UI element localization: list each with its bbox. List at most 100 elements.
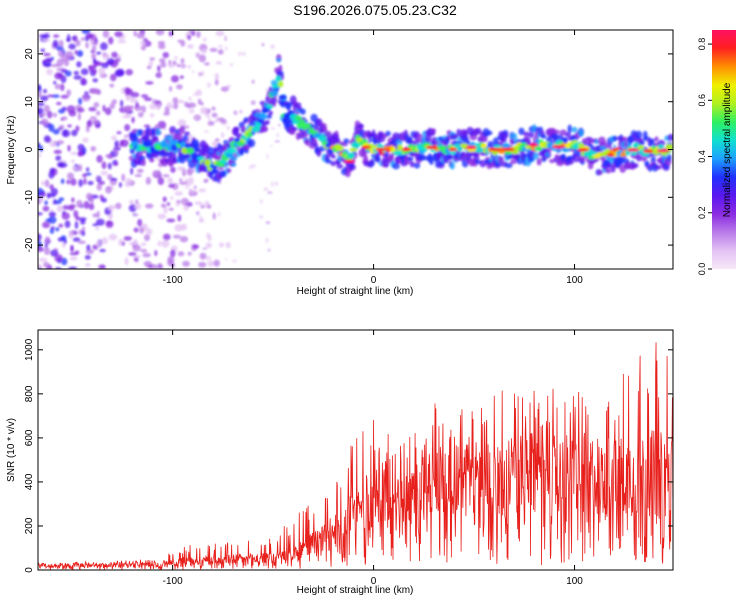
spectrogram-noise-blob [56, 58, 64, 67]
spectrogram-ridge-halo [552, 133, 559, 142]
spectrogram-noise-blob [96, 210, 100, 219]
spectrogram-noise-blob [85, 262, 91, 268]
spectrogram-noise-blob [269, 144, 273, 148]
spectrogram-noise-blob [193, 185, 197, 190]
spectrogram-noise-blob [144, 234, 151, 242]
spectrogram-noise-blob [85, 172, 92, 176]
spectrogram-noise-blob [239, 109, 243, 114]
spectrogram-noise-blob [125, 94, 130, 102]
spectrogram-ridge-halo [536, 157, 542, 166]
spectrogram-ridge-halo [268, 110, 273, 116]
spectrogram-ridge-peak [448, 147, 458, 152]
spectrogram-noise-blob [220, 86, 229, 92]
spectrogram-ridge-halo [361, 149, 367, 156]
spectrogram-noise-blob [187, 251, 192, 256]
spectrogram-noise-blob [188, 108, 195, 114]
spectrogram-noise-blob [168, 86, 173, 92]
spectrogram-noise-blob [148, 60, 154, 67]
spectrogram-noise-blob [98, 67, 106, 76]
spectrogram-noise-blob [179, 235, 189, 243]
spectrogram-ridge-peak [551, 144, 566, 149]
spectrogram-noise-blob [66, 172, 75, 180]
spectrogram-noise-blob [146, 65, 152, 70]
colorbar: 0.0 0.2 0.4 0.6 0.8 Normalized spectral ampl… [697, 30, 736, 275]
spectrogram-noise-blob [121, 241, 125, 246]
spectrogram-ridge-halo [667, 133, 673, 141]
spectrogram-noise-blob [145, 81, 154, 85]
spectrogram-noise-blob [101, 161, 107, 170]
spectrogram-ridge-halo [226, 168, 232, 173]
colorbar-tick-label: 0.8 [697, 38, 707, 51]
spectrogram-noise-blob [170, 249, 176, 258]
spectrogram-ridge-halo [605, 168, 612, 174]
spectrogram-noise-blob [54, 72, 64, 80]
spectrogram-noise-blob [124, 87, 131, 94]
spectrogram-ridge-halo [151, 135, 159, 141]
spectrogram-noise-blob [143, 260, 152, 267]
spectrogram-noise-blob [172, 60, 177, 66]
spectrogram-noise-blob [38, 240, 43, 249]
spectrogram-noise-blob [123, 236, 133, 241]
spectrogram-noise-blob [60, 83, 65, 92]
spectrogram-noise-blob [225, 258, 228, 261]
spectrogram-noise-blob [61, 106, 67, 111]
snr-frame [37, 329, 674, 571]
spectrogram-noise-blob [105, 54, 110, 59]
spectrogram-noise-blob [109, 83, 115, 88]
spectrogram-noise-blob [198, 188, 207, 193]
spectrogram-noise-blob [176, 84, 183, 90]
spectrogram-ridge-halo [620, 136, 628, 143]
spectrogram-noise-blob [177, 119, 187, 127]
spectrogram-noise-blob [134, 174, 142, 178]
spectrogram-noise-blob [52, 129, 60, 135]
spectrogram-ridge-halo [639, 140, 645, 146]
spectrogram-noise-blob [201, 70, 205, 77]
spectrogram-noise-blob [102, 104, 106, 112]
spectrogram-noise-blob [204, 62, 210, 66]
spectrogram-noise-blob [89, 116, 97, 120]
spectrogram-ridge-halo [565, 132, 572, 138]
spectrogram-noise-blob [85, 192, 94, 200]
spectrogram-ridge-halo [509, 132, 518, 140]
spectrogram-noise-blob [259, 215, 264, 219]
colorbar-label: Normalized spectral amplitude [722, 82, 733, 217]
spectrogram-noise-blob [106, 221, 112, 227]
spectrogram-noise-blob [40, 48, 45, 53]
spectrogram-noise-blob [77, 143, 85, 152]
spectrogram-noise-blob [214, 138, 220, 142]
spectrogram-ridge-halo [532, 124, 537, 133]
spectrogram-noise-blob [133, 30, 137, 37]
spectrogram-noise-blob [259, 199, 263, 204]
spectrogram-ridge-peak [501, 147, 515, 152]
spectrogram-noise-blob [46, 68, 53, 76]
spectrogram-ridge-halo [313, 142, 319, 147]
spectrogram-noise-blob [195, 52, 201, 59]
spectrogram-noise-blob [157, 213, 167, 220]
spectrogram-noise-blob [200, 106, 208, 115]
snr-y-tick-label: 800 [24, 385, 35, 402]
spectrogram-noise-blob [81, 150, 86, 156]
spectrogram-noise-blob [199, 252, 207, 260]
spectrogram-ridge-core [258, 113, 268, 120]
spectrogram-noise-blob [149, 57, 156, 61]
spectrogram-noise-blob [174, 224, 183, 232]
spectrogram-noise-blob [187, 34, 191, 41]
spectrogram-ridge-halo [635, 130, 643, 140]
spectrogram-ridge-halo [448, 154, 453, 161]
spectrogram-noise-blob [133, 255, 141, 259]
spectrogram-noise-blob [38, 233, 42, 241]
spectrogram-noise-blob [250, 100, 256, 106]
spectrogram-noise-blob [109, 73, 117, 82]
snr-y-ticks: 0 200 400 600 800 1000 [24, 338, 673, 573]
spectrogram-noise-blob [133, 227, 139, 233]
spectrogram-ridge-halo [502, 132, 509, 140]
spectrogram-noise-blob [52, 39, 59, 48]
spectrogram-noise-blob [198, 261, 207, 268]
spectrogram-noise-blob [167, 258, 174, 267]
spectrogram-noise-blob [98, 264, 106, 269]
spectrogram-noise-blob [55, 155, 62, 161]
spectrogram-noise-blob [157, 240, 162, 247]
spectrogram-noise-blob [111, 51, 118, 58]
spectrogram-noise-blob [53, 198, 57, 205]
